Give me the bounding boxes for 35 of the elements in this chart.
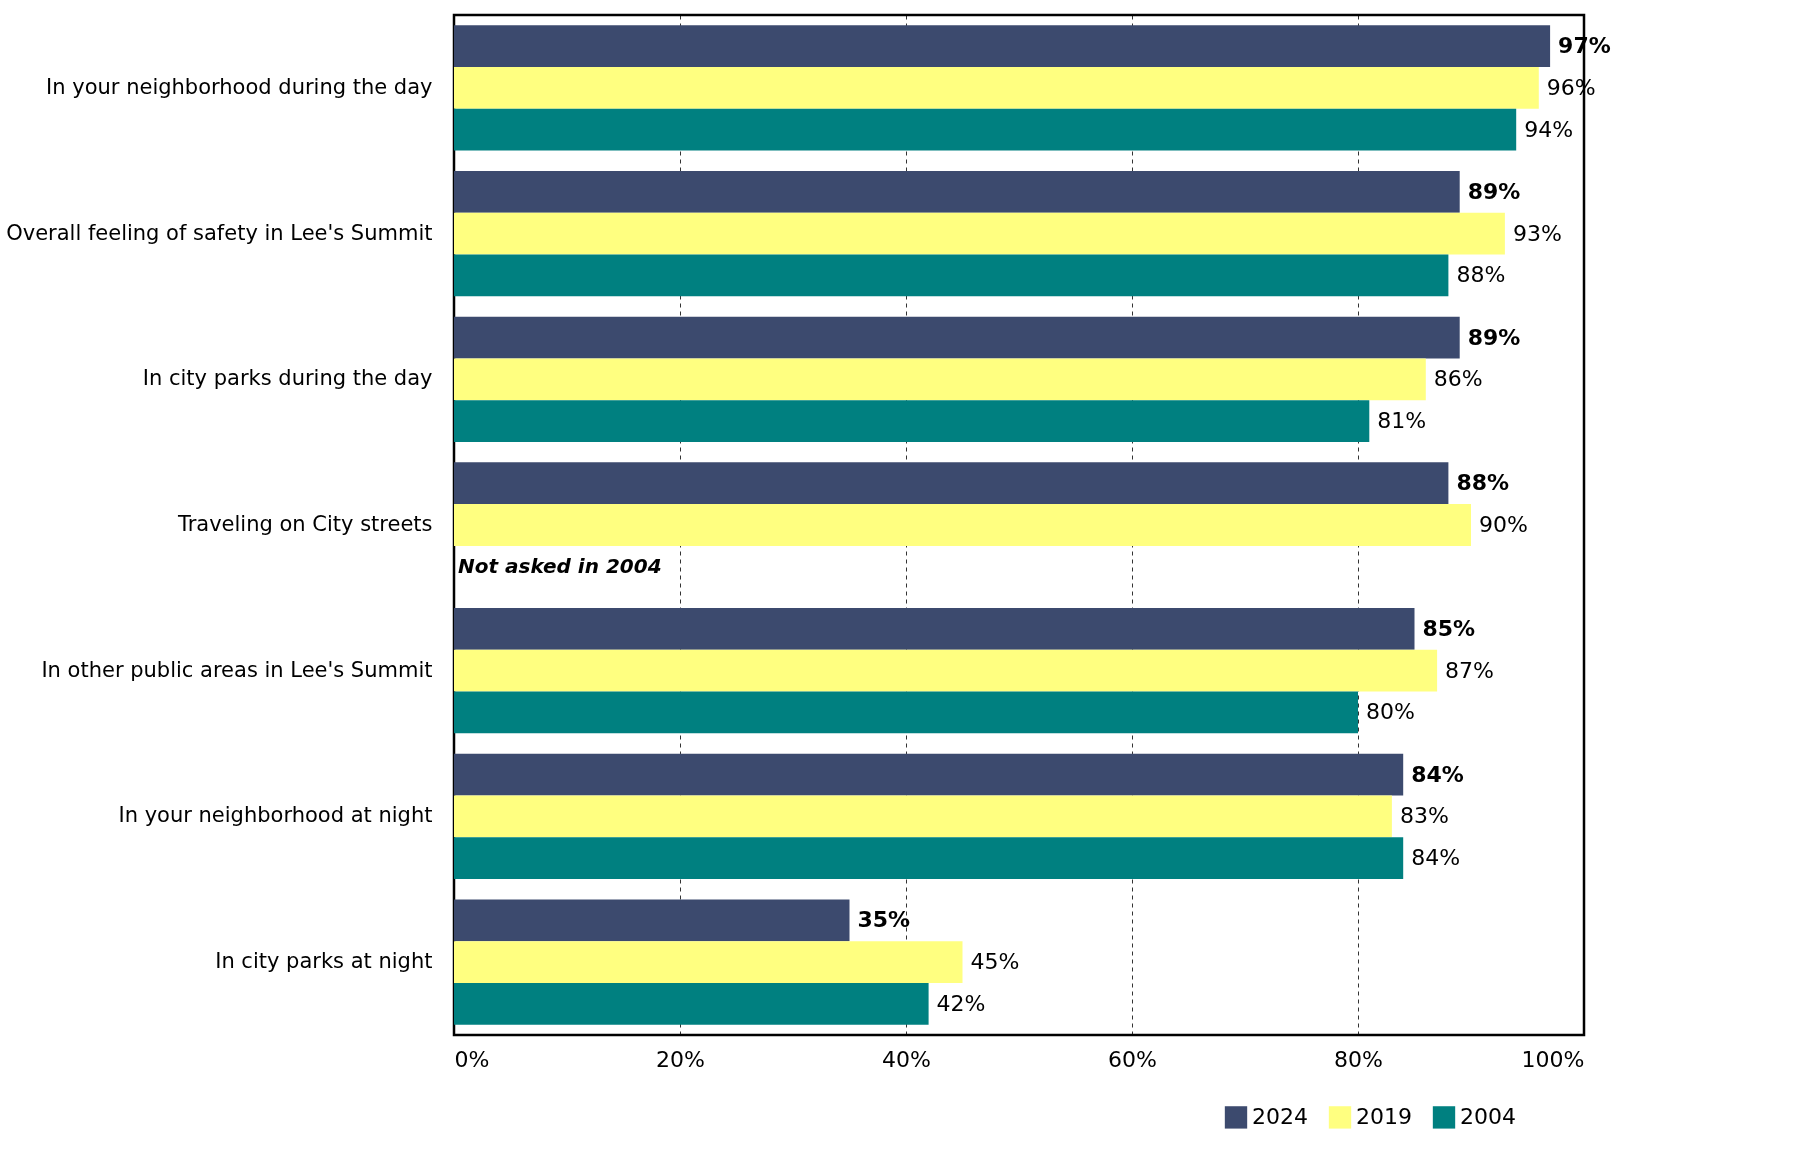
- data-label: 89%: [1467, 178, 1521, 204]
- y-tick-label: Traveling on City streets: [176, 512, 433, 536]
- y-tick-label: In your neighborhood at night: [118, 803, 433, 828]
- y-tick-label: Overall feeling of safety in Lee's Summit: [6, 220, 433, 245]
- data-label: 84%: [1411, 761, 1464, 787]
- data-label: 81%: [1377, 408, 1427, 434]
- x-tick-label: 0%: [454, 1046, 490, 1072]
- legend-label: 2004: [1460, 1104, 1516, 1130]
- data-label: 83%: [1399, 803, 1449, 829]
- y-tick-label: In your neighborhood during the day: [46, 74, 433, 99]
- data-label: 94%: [1524, 116, 1574, 142]
- data-label: 42%: [936, 990, 986, 1016]
- data-label: 80%: [1366, 699, 1415, 725]
- data-label: 88%: [1456, 262, 1506, 288]
- y-tick-label: In city parks at night: [215, 949, 433, 974]
- x-tick-label: 40%: [882, 1046, 931, 1072]
- x-tick-label: 20%: [656, 1046, 705, 1072]
- data-label: 45%: [970, 949, 1020, 975]
- data-label: 93%: [1512, 220, 1562, 246]
- data-label: 88%: [1456, 470, 1510, 496]
- data-label: 86%: [1433, 366, 1483, 392]
- annotation: Not asked in 2004: [458, 553, 662, 578]
- y-tick-label: In city parks during the day: [142, 366, 433, 391]
- x-tick-label: 60%: [1108, 1046, 1157, 1072]
- data-label: 89%: [1467, 324, 1521, 350]
- x-tick-label: 80%: [1334, 1046, 1383, 1072]
- data-label: 35%: [857, 907, 911, 933]
- y-tick-label: In other public areas in Lee's Summit: [41, 657, 433, 682]
- legend-label: 2024: [1252, 1104, 1308, 1130]
- data-label: 85%: [1422, 615, 1476, 641]
- x-tick-label: 100%: [1521, 1046, 1585, 1072]
- data-label: 84%: [1411, 845, 1461, 871]
- data-label: 87%: [1445, 657, 1495, 683]
- legend-label: 2019: [1356, 1104, 1412, 1130]
- data-label: 90%: [1479, 512, 1528, 537]
